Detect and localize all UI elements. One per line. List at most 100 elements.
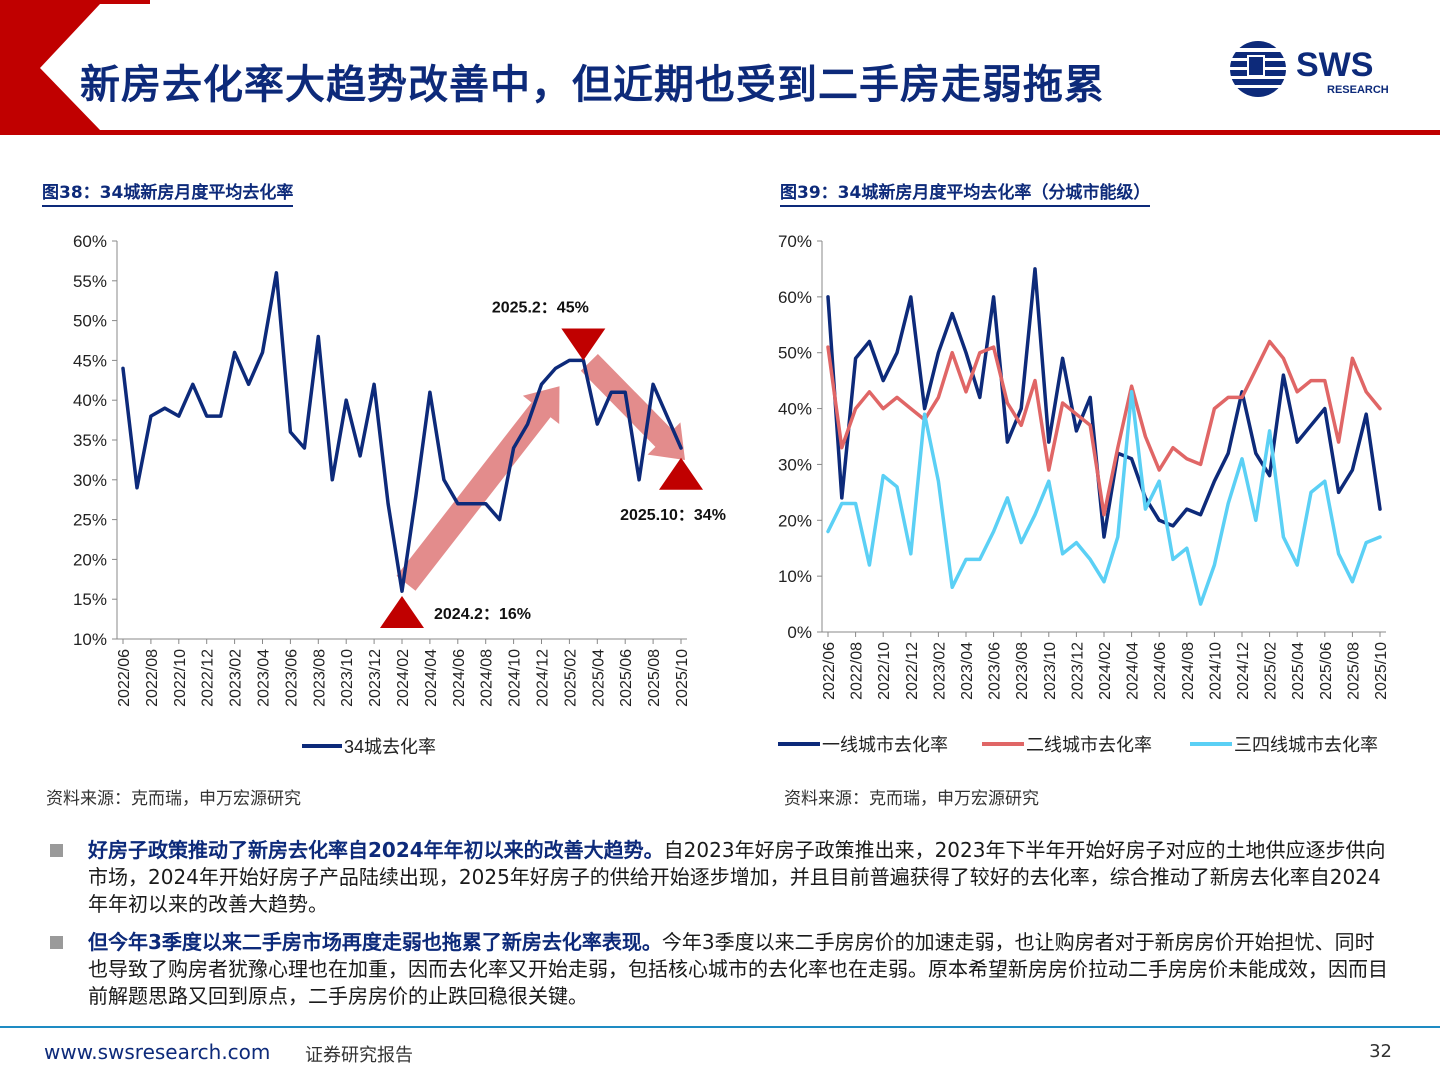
annotation-label: 2025.2：45% [492, 300, 589, 317]
x-tick-label: 2025/10 [1373, 642, 1390, 700]
chart-axes [112, 240, 687, 644]
peak-marker-icon [561, 328, 606, 361]
page-number: 32 [1369, 1041, 1392, 1062]
x-tick-label: 2023/08 [1014, 642, 1031, 700]
annotation-label: 2025.10：34% [620, 507, 726, 524]
x-tick-label: 2023/12 [1069, 642, 1086, 700]
y-tick-label: 45% [73, 351, 107, 370]
y-tick-label: 20% [73, 550, 107, 569]
footer-report-label: 证券研究报告 [305, 1045, 413, 1066]
x-tick-label: 2022/12 [904, 642, 921, 700]
bullet-square-icon [50, 936, 63, 949]
figure-39-caption: 图39：34城新房月度平均去化率（分城市能级） [780, 178, 1151, 207]
x-tick-label: 2024/02 [1097, 642, 1114, 700]
x-tick-label: 2024/10 [1207, 642, 1224, 700]
bullet-point: 但今年3季度以来二手房市场再度走弱也拖累了新房去化率表现。今年3季度以来二手房房… [50, 929, 1390, 1010]
x-tick-label: 2023/10 [339, 649, 356, 707]
logo-subtext: RESEARCH [1327, 84, 1389, 96]
x-tick-label: 2025/10 [674, 649, 691, 707]
annotations: 2025.2：45% 2024.2：16% 2025.10：34% [380, 300, 726, 628]
x-tick-label: 2023/02 [228, 649, 245, 707]
y-tick-label: 60% [73, 232, 107, 251]
x-tick-label: 2023/02 [931, 642, 948, 700]
x-tick-label: 2024/02 [395, 649, 412, 707]
globe-icon [1230, 41, 1286, 97]
legend-label: 34城去化率 [344, 737, 436, 757]
x-tick-labels: 2022/06 2022/08 2022/10 2022/12 2023/02 2023/… [116, 649, 691, 707]
x-tick-label: 2023/06 [987, 642, 1004, 700]
y-tick-label: 30% [73, 471, 107, 490]
x-tick-label: 2023/08 [311, 649, 328, 707]
y-tick-label: 25% [73, 511, 107, 530]
x-tick-label: 2023/12 [367, 649, 384, 707]
legend-label: 一线城市去化率 [822, 735, 948, 755]
x-tick-label: 2024/08 [1180, 642, 1197, 700]
x-tick-label: 2023/06 [283, 649, 300, 707]
x-tick-label: 2022/06 [116, 649, 133, 707]
footer-website-link[interactable]: www.swsresearch.com [44, 1040, 271, 1064]
y-tick-label: 30% [778, 455, 812, 474]
bullet-body: 今年3季度以来二手房房价的加速走弱，也让购房者对于新房房价开始担忧、同时也导致了… [88, 930, 1388, 1008]
footer-divider [0, 1026, 1440, 1028]
chart-city-tier-rate: 0%10%20%30%40%50%60%70% 2022/06 2022/08 20… [778, 232, 1390, 755]
x-tick-label: 2024/12 [1235, 642, 1252, 700]
y-tick-label: 40% [778, 400, 812, 419]
x-tick-label: 2025/02 [562, 649, 579, 707]
x-tick-label: 2024/06 [451, 649, 468, 707]
x-tick-labels: 2022/06 2022/08 2022/10 2022/12 2023/02 2023/… [821, 642, 1390, 700]
x-tick-label: 2024/04 [423, 649, 440, 707]
y-tick-label: 60% [778, 288, 812, 307]
x-tick-label: 2025/08 [646, 649, 663, 707]
y-tick-label: 50% [778, 344, 812, 363]
bullet-square-icon [50, 844, 63, 857]
chart-axes [817, 240, 1386, 637]
x-tick-label: 2023/04 [959, 642, 976, 700]
legend: 一线城市去化率 二线城市去化率 三四线城市去化率 [778, 735, 1378, 755]
end-marker-icon [659, 457, 703, 490]
series-lines [121, 271, 683, 593]
x-tick-label: 2023/04 [256, 649, 273, 707]
x-tick-label: 2024/10 [507, 649, 524, 707]
bullet-point: 好房子政策推动了新房去化率自2024年年初以来的改善大趋势。自2023年好房子政… [50, 837, 1390, 918]
legend: 34城去化率 [302, 737, 436, 757]
bullet-heading: 但今年3季度以来二手房市场再度走弱也拖累了新房去化率表现。 [88, 930, 662, 954]
logo-text: SWS [1296, 46, 1373, 84]
y-tick-label: 55% [73, 272, 107, 291]
y-tick-label: 15% [73, 590, 107, 609]
x-tick-label: 2022/06 [821, 642, 838, 700]
x-tick-label: 2024/06 [1152, 642, 1169, 700]
trend-arrow [580, 354, 685, 460]
y-tick-label: 40% [73, 391, 107, 410]
series-line-3 [826, 390, 1382, 606]
legend-label: 三四线城市去化率 [1234, 735, 1378, 755]
bullet-heading: 好房子政策推动了新房去化率自2024年年初以来的改善大趋势。 [88, 838, 664, 862]
figure-38-caption: 图38：34城新房月度平均去化率 [42, 178, 294, 207]
x-tick-label: 2025/04 [1290, 642, 1307, 700]
y-tick-label: 10% [73, 630, 107, 649]
x-tick-label: 2025/06 [618, 649, 635, 707]
source-note-right: 资料来源：克而瑞，申万宏源研究 [784, 789, 1039, 809]
x-tick-label: 2022/08 [144, 649, 161, 707]
series-line-1 [826, 267, 1382, 539]
x-tick-label: 2025/02 [1263, 642, 1280, 700]
x-tick-label: 2024/12 [535, 649, 552, 707]
source-note-left: 资料来源：克而瑞，申万宏源研究 [46, 789, 301, 809]
sws-logo: SWS RESEARCH [1230, 41, 1389, 97]
annotation-label: 2024.2：16% [434, 606, 531, 623]
series-line-2 [826, 339, 1382, 517]
trough-marker-icon [380, 596, 424, 628]
x-tick-label: 2022/08 [849, 642, 866, 700]
header-band [0, 0, 1440, 135]
page-title: 新房去化率大趋势改善中，但近期也受到二手房走弱拖累 [80, 61, 1105, 108]
legend-label: 二线城市去化率 [1026, 735, 1152, 755]
x-tick-label: 2025/08 [1345, 642, 1362, 700]
x-tick-label: 2025/06 [1318, 642, 1335, 700]
series-line-1 [121, 271, 683, 593]
x-tick-label: 2024/08 [479, 649, 496, 707]
y-tick-label: 35% [73, 431, 107, 450]
series-lines [826, 267, 1382, 606]
y-tick-label: 0% [787, 623, 812, 642]
x-tick-label: 2023/10 [1042, 642, 1059, 700]
y-tick-label: 10% [778, 567, 812, 586]
x-tick-label: 2024/04 [1125, 642, 1142, 700]
